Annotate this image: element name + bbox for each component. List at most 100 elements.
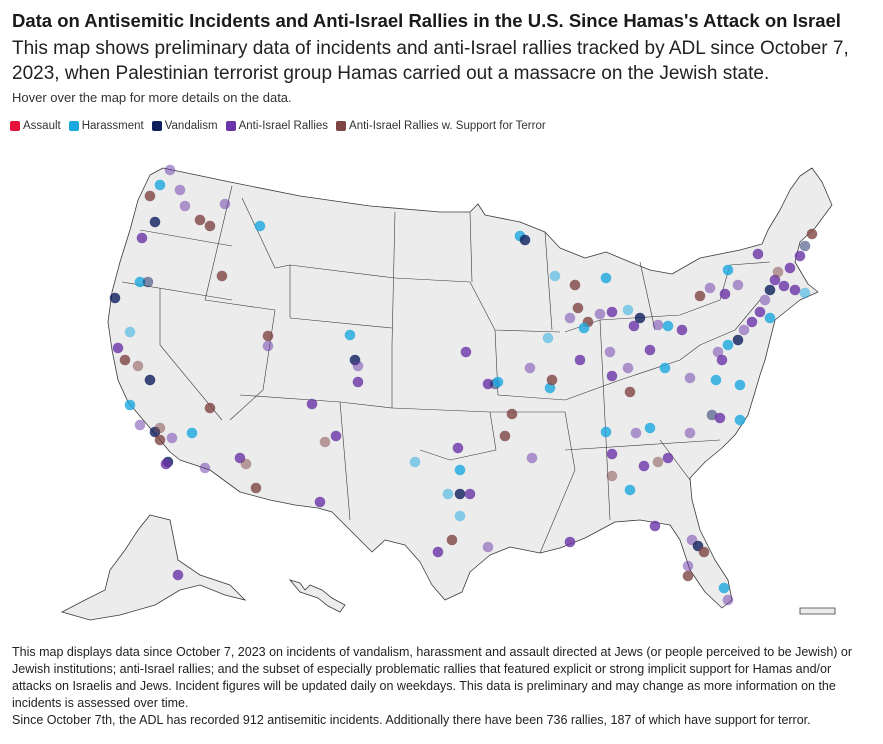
incident-marker[interactable]: [219, 198, 231, 210]
incident-marker[interactable]: [652, 319, 664, 331]
legend-item-harassment[interactable]: Harassment: [68, 120, 144, 132]
incident-marker[interactable]: [662, 320, 674, 332]
incident-marker[interactable]: [262, 330, 274, 342]
incident-marker[interactable]: [778, 280, 790, 292]
incident-marker[interactable]: [799, 240, 811, 252]
incident-marker[interactable]: [194, 214, 206, 226]
incident-marker[interactable]: [142, 276, 154, 288]
incident-marker[interactable]: [704, 282, 716, 294]
incident-marker[interactable]: [134, 419, 146, 431]
incident-marker[interactable]: [624, 386, 636, 398]
incident-marker[interactable]: [649, 520, 661, 532]
incident-marker[interactable]: [546, 374, 558, 386]
legend-item-anti-israel-rallies[interactable]: Anti-Israel Rallies: [225, 120, 328, 132]
incident-marker[interactable]: [542, 332, 554, 344]
incident-marker[interactable]: [409, 456, 421, 468]
incident-markers[interactable]: [109, 164, 818, 606]
legend-item-vandalism[interactable]: Vandalism: [151, 120, 218, 132]
incident-marker[interactable]: [454, 488, 466, 500]
incident-marker[interactable]: [149, 216, 161, 228]
incident-marker[interactable]: [506, 408, 518, 420]
incident-marker[interactable]: [652, 456, 664, 468]
incident-marker[interactable]: [526, 452, 538, 464]
incident-marker[interactable]: [594, 308, 606, 320]
incident-marker[interactable]: [319, 436, 331, 448]
incident-marker[interactable]: [564, 312, 576, 324]
incident-marker[interactable]: [262, 340, 274, 352]
incident-marker[interactable]: [454, 464, 466, 476]
incident-marker[interactable]: [710, 374, 722, 386]
incident-marker[interactable]: [564, 536, 576, 548]
incident-marker[interactable]: [166, 432, 178, 444]
incident-marker[interactable]: [722, 339, 734, 351]
incident-marker[interactable]: [119, 354, 131, 366]
incident-marker[interactable]: [482, 541, 494, 553]
incident-marker[interactable]: [606, 470, 618, 482]
incident-marker[interactable]: [752, 248, 764, 260]
incident-marker[interactable]: [464, 488, 476, 500]
incident-marker[interactable]: [124, 326, 136, 338]
incident-marker[interactable]: [199, 462, 211, 474]
incident-marker[interactable]: [716, 354, 728, 366]
incident-marker[interactable]: [706, 409, 718, 421]
incident-marker[interactable]: [154, 422, 166, 434]
incident-marker[interactable]: [722, 264, 734, 276]
incident-marker[interactable]: [574, 354, 586, 366]
incident-marker[interactable]: [684, 372, 696, 384]
incident-marker[interactable]: [154, 179, 166, 191]
incident-marker[interactable]: [644, 344, 656, 356]
incident-marker[interactable]: [638, 460, 650, 472]
incident-marker[interactable]: [662, 452, 674, 464]
incident-marker[interactable]: [759, 294, 771, 306]
incident-marker[interactable]: [109, 292, 121, 304]
incident-marker[interactable]: [549, 270, 561, 282]
incident-marker[interactable]: [352, 360, 364, 372]
incident-marker[interactable]: [314, 496, 326, 508]
incident-marker[interactable]: [136, 232, 148, 244]
incident-marker[interactable]: [572, 302, 584, 314]
incident-marker[interactable]: [600, 272, 612, 284]
incident-marker[interactable]: [600, 426, 612, 438]
incident-marker[interactable]: [154, 434, 166, 446]
incident-marker[interactable]: [216, 270, 228, 282]
incident-marker[interactable]: [446, 534, 458, 546]
legend-item-assault[interactable]: Assault: [10, 120, 61, 132]
incident-marker[interactable]: [544, 382, 556, 394]
incident-marker[interactable]: [764, 312, 776, 324]
incident-marker[interactable]: [144, 374, 156, 386]
incident-marker[interactable]: [174, 184, 186, 196]
incident-marker[interactable]: [676, 324, 688, 336]
incident-marker[interactable]: [452, 442, 464, 454]
incident-marker[interactable]: [604, 346, 616, 358]
incident-marker[interactable]: [134, 276, 146, 288]
incident-marker[interactable]: [254, 220, 266, 232]
incident-marker[interactable]: [644, 422, 656, 434]
incident-marker[interactable]: [799, 287, 811, 299]
incident-marker[interactable]: [519, 234, 531, 246]
incident-marker[interactable]: [719, 288, 731, 300]
incident-marker[interactable]: [628, 320, 640, 332]
incident-marker[interactable]: [606, 306, 618, 318]
incident-marker[interactable]: [606, 448, 618, 460]
incident-marker[interactable]: [769, 274, 781, 286]
incident-marker[interactable]: [714, 412, 726, 424]
incident-marker[interactable]: [240, 458, 252, 470]
incident-marker[interactable]: [432, 546, 444, 558]
incident-marker[interactable]: [682, 570, 694, 582]
incident-marker[interactable]: [732, 279, 744, 291]
incident-marker[interactable]: [499, 430, 511, 442]
incident-marker[interactable]: [172, 569, 184, 581]
incident-marker[interactable]: [144, 190, 156, 202]
incident-marker[interactable]: [622, 304, 634, 316]
incident-marker[interactable]: [712, 346, 724, 358]
incident-marker[interactable]: [734, 379, 746, 391]
incident-marker[interactable]: [164, 164, 176, 176]
incident-marker[interactable]: [784, 262, 796, 274]
incident-marker[interactable]: [112, 342, 124, 354]
incident-marker[interactable]: [734, 414, 746, 426]
incident-marker[interactable]: [772, 266, 784, 278]
incident-marker[interactable]: [454, 510, 466, 522]
incident-marker[interactable]: [132, 360, 144, 372]
incident-marker[interactable]: [806, 228, 818, 240]
legend-item-rallies-support-terror[interactable]: Anti-Israel Rallies w. Support for Terro…: [336, 120, 546, 132]
